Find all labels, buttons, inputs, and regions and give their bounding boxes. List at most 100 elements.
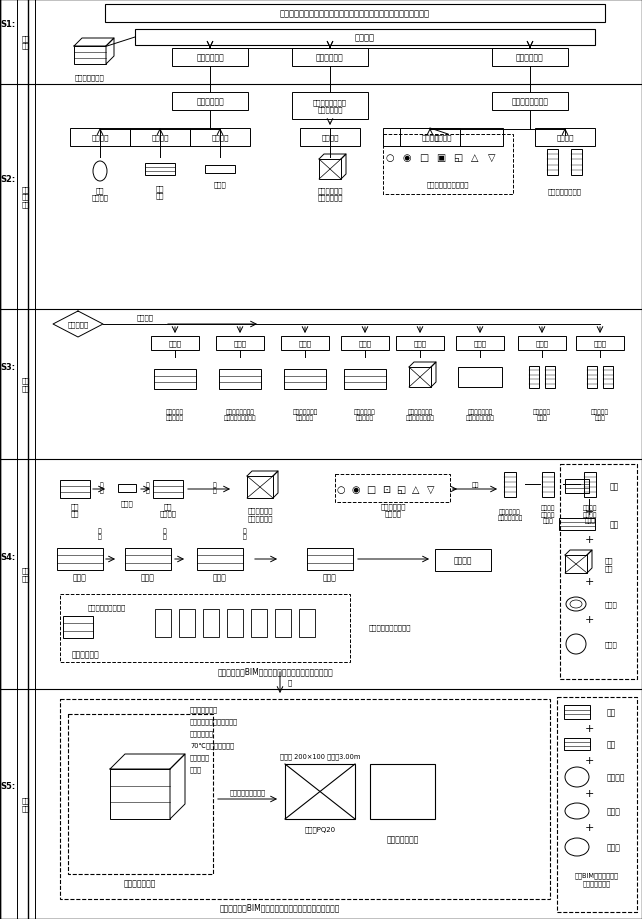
Text: 通用体: 通用体 <box>299 340 311 347</box>
Text: ◉: ◉ <box>403 153 412 163</box>
Text: 可直接导出二维图纸: 可直接导出二维图纸 <box>88 604 126 610</box>
Text: ▣: ▣ <box>437 153 446 163</box>
Text: 装
配: 装 配 <box>243 528 247 539</box>
Text: 通用体: 通用体 <box>413 340 426 347</box>
Text: 宽方形铝移空间
要求的风阀均可用: 宽方形铝移空间 要求的风阀均可用 <box>465 409 494 421</box>
Text: 子族构件: 子族构件 <box>211 134 229 142</box>
Bar <box>559 518 595 530</box>
Bar <box>292 93 368 119</box>
Bar <box>565 480 589 494</box>
Bar <box>492 93 568 111</box>
Bar <box>151 336 199 351</box>
Text: 排气扇PQ20: 排气扇PQ20 <box>304 826 336 833</box>
Bar <box>576 336 624 351</box>
Text: 法兰片: 法兰片 <box>121 500 134 506</box>
Bar <box>135 30 595 46</box>
Bar <box>190 129 250 147</box>
Text: △: △ <box>471 153 479 163</box>
Text: 通用体: 通用体 <box>168 340 182 347</box>
Bar <box>130 129 190 147</box>
Text: ▽: ▽ <box>427 484 435 494</box>
Text: ○: ○ <box>337 484 345 494</box>
Bar <box>60 481 90 498</box>
Text: +: + <box>584 755 594 766</box>
Text: 通用体: 通用体 <box>473 340 487 347</box>
Text: 风阀执行机构
组合式二零图例: 风阀执行机构 组合式二零图例 <box>498 508 523 520</box>
Bar <box>105 5 605 23</box>
Bar <box>400 129 460 147</box>
Text: 风阀主体
二维图例
通用体: 风阀主体 二维图例 通用体 <box>583 505 597 524</box>
Bar <box>564 705 590 720</box>
Bar <box>557 698 637 912</box>
Text: S5:: S5: <box>1 782 15 790</box>
Bar <box>529 367 539 389</box>
Text: 组合族：机电BIM二三维一体化装配式自动万能风系统族: 组合族：机电BIM二三维一体化装配式自动万能风系统族 <box>220 902 340 912</box>
Bar <box>370 765 435 819</box>
Text: 装
配: 装 配 <box>163 528 167 539</box>
Bar <box>110 769 170 819</box>
Bar <box>548 150 559 176</box>
Text: 风口: 风口 <box>610 482 620 491</box>
Bar <box>153 481 183 498</box>
Bar <box>584 472 596 497</box>
Text: 子族构件: 子族构件 <box>434 134 452 142</box>
Polygon shape <box>106 39 114 65</box>
Text: 单体族：机电BIM二三维一体化装配式自动万能风阀族: 单体族：机电BIM二三维一体化装配式自动万能风阀族 <box>217 667 333 675</box>
Bar <box>74 47 106 65</box>
Bar <box>284 369 326 390</box>
Text: 子族构件: 子族构件 <box>421 134 438 142</box>
Text: 管执行机构的
风阀均可用: 管执行机构的 风阀均可用 <box>354 409 376 421</box>
Bar <box>458 368 502 388</box>
Text: 风阀安装运维空间
虚拟三维子族: 风阀安装运维空间 虚拟三维子族 <box>313 98 347 113</box>
Text: 法兰片: 法兰片 <box>214 181 227 188</box>
Text: ▽: ▽ <box>489 153 496 163</box>
Bar <box>435 550 491 572</box>
Text: 立体三维子族: 立体三维子族 <box>196 53 224 62</box>
Bar <box>383 135 513 195</box>
Text: 子族构件: 子族构件 <box>91 134 108 142</box>
Text: 装
配: 装 配 <box>98 528 102 539</box>
Text: 风阀执行机构: 风阀执行机构 <box>190 730 214 736</box>
Bar <box>396 336 444 351</box>
Text: 非通用体: 非通用体 <box>454 556 473 565</box>
Text: 构件
组合
分析: 构件 组合 分析 <box>22 186 30 208</box>
Text: +: + <box>584 789 594 798</box>
Bar <box>70 129 130 147</box>
Bar <box>155 609 171 637</box>
Text: 装
配: 装 配 <box>100 482 104 494</box>
Text: 排气扇: 排气扇 <box>607 843 621 852</box>
Text: 子族构件: 子族构件 <box>556 134 574 142</box>
Bar <box>118 484 136 493</box>
Text: 多叶片风阀
均可用: 多叶片风阀 均可用 <box>533 409 551 421</box>
Text: 风管: 风管 <box>610 520 620 529</box>
Bar <box>172 93 248 111</box>
Text: 风管: 风管 <box>607 740 616 749</box>
Text: □: □ <box>419 153 429 163</box>
Bar <box>383 129 503 147</box>
Text: 装配: 装配 <box>471 482 479 487</box>
Bar <box>492 49 568 67</box>
Text: 装
配: 装 配 <box>146 482 150 494</box>
Text: 通用体: 通用体 <box>73 573 87 582</box>
Text: 天圆
地方: 天圆 地方 <box>605 557 614 572</box>
Text: 风口: 风口 <box>607 708 616 717</box>
Bar <box>281 336 329 351</box>
Text: +: + <box>584 535 594 544</box>
Text: +: + <box>584 506 594 516</box>
Text: 通用体: 通用体 <box>213 573 227 582</box>
Bar <box>535 129 595 147</box>
Text: 通用体: 通用体 <box>234 340 247 347</box>
Text: ◱: ◱ <box>396 484 406 494</box>
Text: 圆形软连接: 圆形软连接 <box>190 754 210 761</box>
Bar <box>564 738 590 750</box>
Bar <box>456 336 504 351</box>
Text: 有通用性: 有通用性 <box>137 314 153 321</box>
Bar <box>57 549 103 571</box>
Bar <box>251 609 267 637</box>
Text: 通用性分析: 通用性分析 <box>67 322 89 328</box>
Bar <box>60 699 550 899</box>
Bar <box>125 549 171 571</box>
Text: 管风管直管段的
设备均可用: 管风管直管段的 设备均可用 <box>292 409 318 421</box>
Bar <box>335 474 450 503</box>
Bar <box>504 472 516 497</box>
